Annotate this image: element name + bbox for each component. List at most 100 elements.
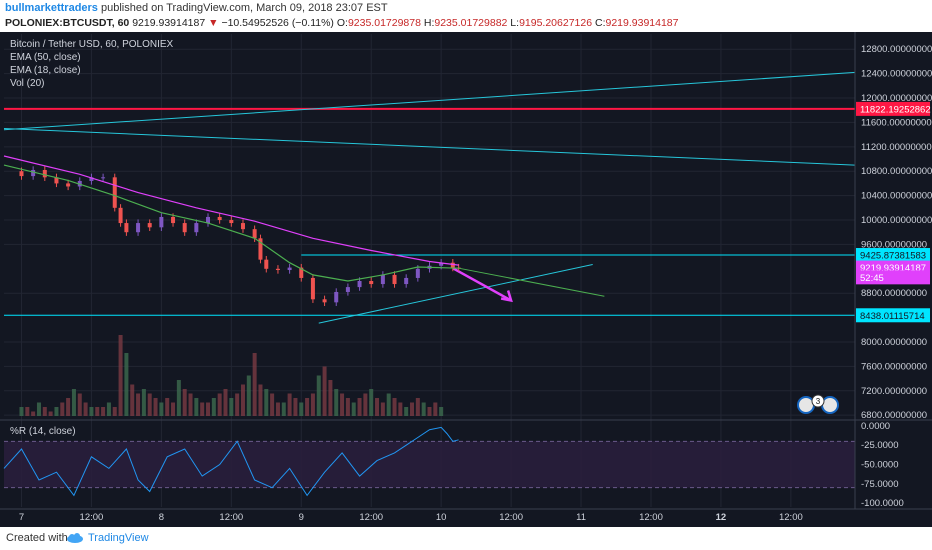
volume-bar [106,402,111,416]
wr-line [3,426,459,497]
volume-bar [229,398,234,416]
wr-tick-label: -75.0000 [861,479,899,490]
time-tick-label: 12:00 [499,512,523,523]
candle-body [66,183,71,187]
legend-title: Bitcoin / Tether USD, 60, POLONIEX [10,39,174,50]
volume-bar [141,389,146,416]
candle-body [450,262,455,268]
price-markers: 11822.19252862 9425.873815839219.93914187… [856,101,931,323]
high-label: H: [423,17,435,29]
volume-bar [369,389,374,416]
candle-body [258,238,263,260]
volume-bar [240,384,245,416]
down-triangle-icon: ▼ [208,17,219,29]
drawings [3,71,856,324]
price-tick-label: 9600.00000000 [861,239,927,250]
axes: 12800.00000000 12400.00000000 12000.000000… [0,32,932,523]
price-marker-box [856,101,930,116]
volume-bar [246,375,251,416]
volume-bar [439,407,444,416]
volume-bar [264,389,269,416]
ema18-extension [458,267,605,297]
volume-bar [427,407,432,416]
trendline [318,264,593,324]
time-tick-label: 8 [159,512,164,523]
candle-body [206,216,211,224]
candle-body [89,177,94,181]
volume-bar [130,384,135,416]
wr-band [4,440,855,489]
candle-body [194,223,199,233]
us-flag-icon[interactable] [821,396,839,414]
candle-body [136,223,141,233]
volume-bar [54,407,59,416]
volume-bar [48,411,53,416]
price-marker-label: 8438.01115714 [860,311,925,322]
event-count-badge[interactable] [811,394,825,408]
volume-bar [287,393,292,416]
volume-bar [206,402,211,416]
volume-bar [31,411,36,416]
volume-bar [305,398,310,416]
author-link[interactable]: bullmarkettraders [5,2,98,14]
candle-body [240,223,245,230]
candle-body [229,220,234,224]
volume-bar [357,398,362,416]
publish-line: bullmarkettraders published on TradingVi… [5,2,388,14]
price-marker-box [856,308,930,323]
open-label: O: [336,17,348,29]
candle-body [171,216,176,224]
candle-body [252,229,257,239]
chart-area[interactable]: 12800.00000000 12400.00000000 12000.000000… [0,32,932,527]
candle-body [112,177,117,208]
time-tick-label: 11 [576,512,586,523]
low-value: 9195.20627126 [519,17,593,29]
volume-bar [322,366,327,416]
trendline [3,71,856,131]
price-tick-label: 10000.00000000 [861,215,932,226]
trendline [3,128,856,166]
candle-body [369,280,374,285]
time-tick-label: 9 [299,512,304,523]
candle-body [19,171,24,177]
forecast-arrow-head [500,290,513,303]
volume-bar [404,407,409,416]
price-marker-label: 11822.19252862 [860,104,931,115]
time-tick-label: 12:00 [779,512,803,523]
ema18-line [3,164,459,282]
volume-bar [159,402,164,416]
candle-body [415,268,420,278]
candle-body [101,177,106,179]
price-marker-box [856,248,930,263]
volume-bar [77,393,82,416]
volume-bar [136,393,141,416]
volume-bar [299,402,304,416]
volume-bar [176,380,181,416]
candle-body [357,280,362,288]
candle-body [334,291,339,303]
candle-body [322,299,327,303]
us-flag-icon[interactable] [797,396,815,414]
tradingview-link[interactable]: TradingView [88,532,149,544]
ema50-line [3,155,459,266]
last-price: 9219.93914187 [132,17,206,29]
volume-bar [316,375,321,416]
volume-bar [270,393,275,416]
flag-badges[interactable]: 3 [797,394,839,414]
volume-bar [281,402,286,416]
candle-body [299,267,304,278]
volume-bars [19,335,444,416]
price-tick-label: 11600.00000000 [861,117,932,128]
open-value: 9235.01729878 [347,17,421,29]
ema-lines [3,155,605,297]
time-tick-label: 12:00 [80,512,104,523]
volume-bar [147,393,152,416]
volume-bar [118,335,123,416]
candle-body [159,216,164,228]
time-tick-label: 12:00 [219,512,243,523]
legend: Bitcoin / Tether USD, 60, POLONIEX EMA (… [10,39,174,437]
williams-r-line [3,426,459,497]
volume-bar [398,402,403,416]
candle-body [439,262,444,266]
volume-bar [258,384,263,416]
